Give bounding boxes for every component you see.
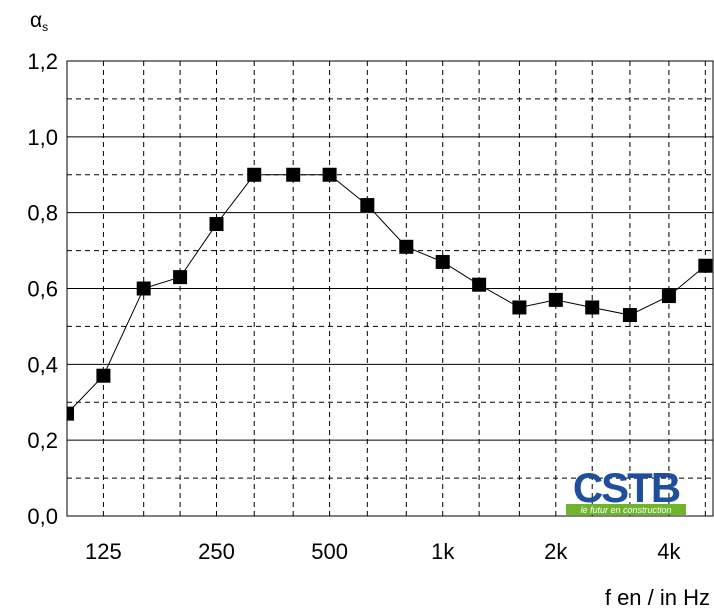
data-point [622,308,637,323]
data-point [322,167,337,182]
data-point [435,254,450,269]
data-point [286,167,301,182]
y-tick-label: 1,0 [27,125,58,150]
data-point [96,368,111,383]
y-tick-label: 0,0 [27,504,58,529]
series-group [67,167,713,421]
x-tick-label: 125 [85,539,122,564]
y-tick-label: 0,4 [27,352,58,377]
data-point [661,289,676,304]
data-point [512,300,527,315]
data-point [209,217,224,232]
data-point [399,239,414,254]
x-tick-label: 2k [544,539,568,564]
y-tick-labels: 0,0 0,2 0,4 0,6 0,8 1,0 1,2 [27,49,58,529]
cstb-logo-text: CSTB [573,464,680,511]
data-point [698,258,713,273]
data-point [136,281,151,296]
x-tick-label: 500 [311,539,348,564]
data-point [548,292,563,307]
cstb-logo: CSTB le futur en construction [566,464,686,515]
data-point [360,198,375,213]
x-axis-label: f en / in Hz [605,585,710,610]
y-tick-label: 0,8 [27,201,58,226]
grid [67,61,713,516]
y-tick-label: 0,2 [27,428,58,453]
x-tick-label: 4k [657,539,681,564]
data-point [472,277,487,292]
y-tick-label: 0,6 [27,277,58,302]
cstb-logo-tagline-bg [566,504,686,515]
x-tick-labels: 125 250 500 1k 2k 4k [85,539,681,564]
plot-frame [66,60,714,517]
y-axis-symbol: α [30,9,42,32]
data-point [247,167,262,182]
series-line [67,174,706,414]
data-series [67,167,713,421]
x-tick-label: 250 [198,539,235,564]
y-tick-label: 1,2 [27,49,58,74]
data-point [67,406,74,421]
cstb-logo-tagline: le futur en construction [580,505,671,515]
y-axis-label: αs [30,9,48,34]
x-tick-label: 1k [431,539,455,564]
y-axis-subscript: s [42,20,48,34]
data-point [585,300,600,315]
data-point [173,270,188,285]
